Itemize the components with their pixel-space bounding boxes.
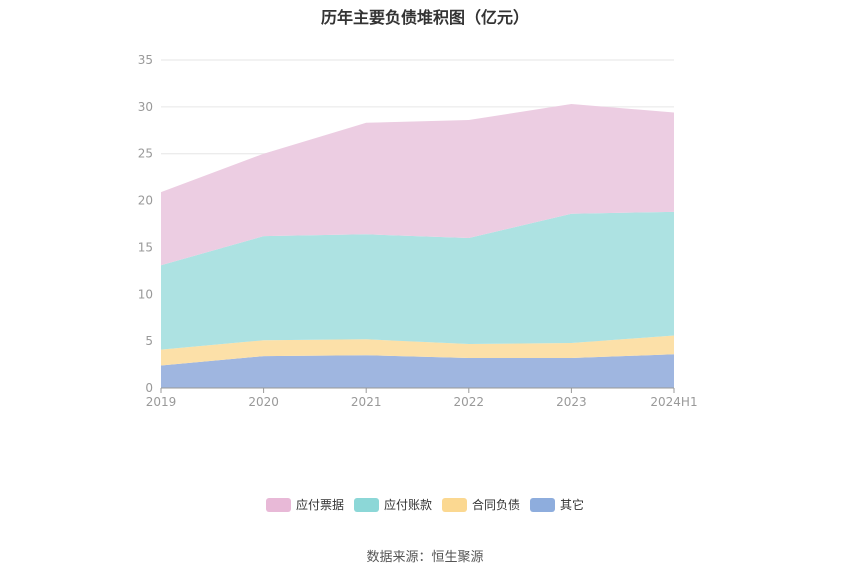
legend-label: 应付账款 (383, 498, 432, 512)
series-area (161, 104, 674, 266)
x-tick-label: 2023 (556, 395, 587, 409)
legend-item[interactable]: 应付票据 (265, 496, 344, 513)
legend-label: 其它 (560, 498, 585, 512)
series-area (161, 211, 674, 350)
y-tick-label: 25 (138, 147, 153, 161)
chart-title: 历年主要负债堆积图（亿元） (320, 8, 529, 27)
legend-swatch (442, 497, 467, 512)
series-area (161, 335, 674, 366)
legend-swatch (530, 497, 556, 512)
x-tick-label: 2019 (146, 395, 177, 409)
x-tick-label: 2024H1 (650, 395, 697, 409)
legend-item[interactable]: 应付账款 (353, 496, 432, 513)
y-tick-label: 0 (145, 381, 153, 395)
x-tick-label: 2020 (248, 395, 279, 409)
y-tick-label: 15 (138, 240, 153, 254)
legend-label: 应付票据 (295, 498, 344, 512)
data-source-note: 数据来源：恒生聚源 (366, 550, 484, 565)
chart-legend: 应付票据 应付账款 合同负债 其它 (0, 496, 850, 513)
x-tick-label: 2021 (351, 395, 382, 409)
y-tick-label: 10 (138, 287, 153, 301)
legend-item[interactable]: 其它 (530, 496, 584, 513)
y-tick-label: 30 (138, 100, 153, 114)
stacked-area-chart: 0 5 10 15 20 25 30 35 2019 2020 2021 2022 2023 2024H1 (138, 53, 698, 409)
legend-label: 合同负债 (472, 498, 521, 512)
y-tick-label: 35 (138, 53, 153, 67)
x-tick-label: 2022 (454, 395, 485, 409)
y-tick-label: 20 (138, 194, 153, 208)
legend-swatch (353, 497, 379, 512)
series-area (161, 354, 674, 388)
legend-swatch (265, 497, 291, 512)
legend-item[interactable]: 合同负债 (442, 496, 520, 513)
y-tick-label: 5 (145, 334, 153, 348)
